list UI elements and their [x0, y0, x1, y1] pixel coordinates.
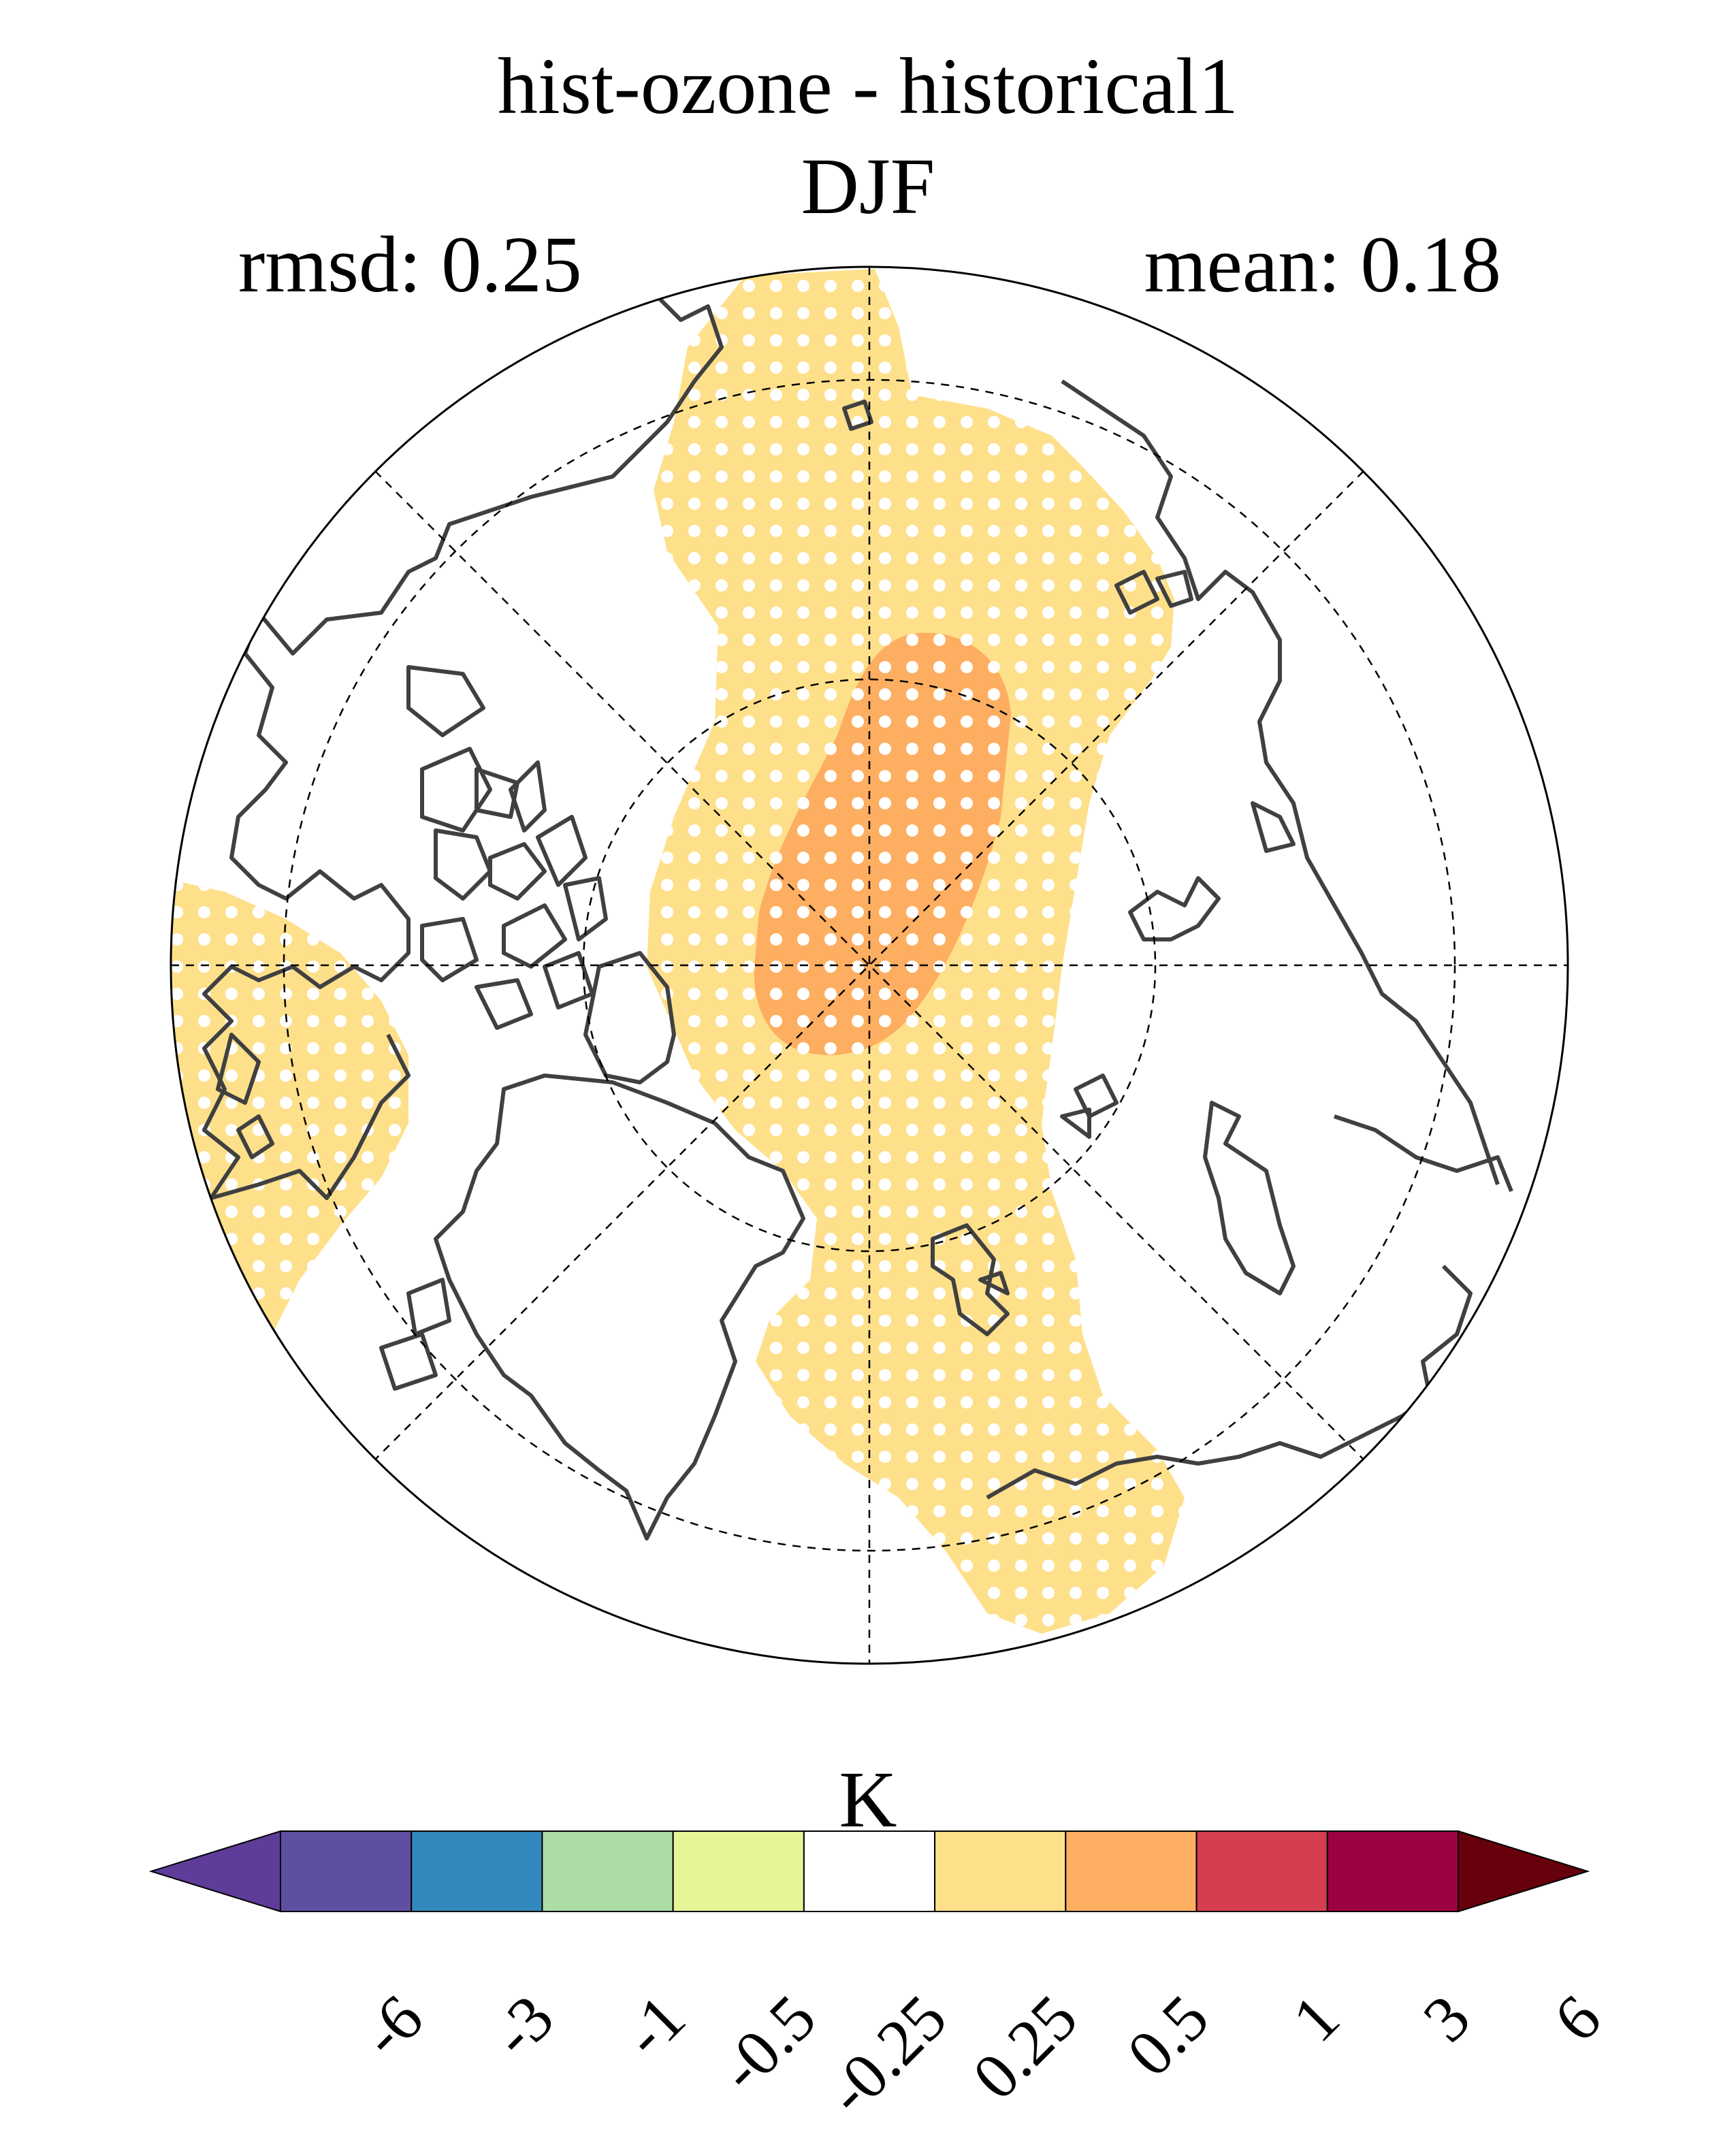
colorbar-units: K	[839, 1755, 897, 1844]
map-title: hist-ozone - historical1	[498, 42, 1238, 131]
colorbar-box	[1195, 1830, 1328, 1912]
coastlines	[202, 291, 1513, 1540]
rmsd-label: rmsd: 0.25	[238, 220, 582, 309]
colorbar-extend-low	[148, 1830, 281, 1913]
colorbar-box	[934, 1830, 1067, 1912]
colorbar-box	[1065, 1830, 1197, 1912]
graticule	[171, 267, 1568, 1664]
colorbar-box	[411, 1830, 543, 1912]
colorbar-box	[541, 1830, 674, 1912]
colorbar-box	[672, 1830, 805, 1912]
mean-label: mean: 0.18	[1144, 220, 1501, 309]
map-boundary	[170, 265, 1569, 1665]
colorbar-extend-high	[1458, 1830, 1590, 1913]
colorbar-box	[1326, 1830, 1460, 1912]
map-subtitle: DJF	[801, 142, 935, 231]
colorbar-box	[280, 1830, 413, 1912]
colorbar-box	[803, 1830, 936, 1912]
polar-map	[170, 265, 1569, 1665]
